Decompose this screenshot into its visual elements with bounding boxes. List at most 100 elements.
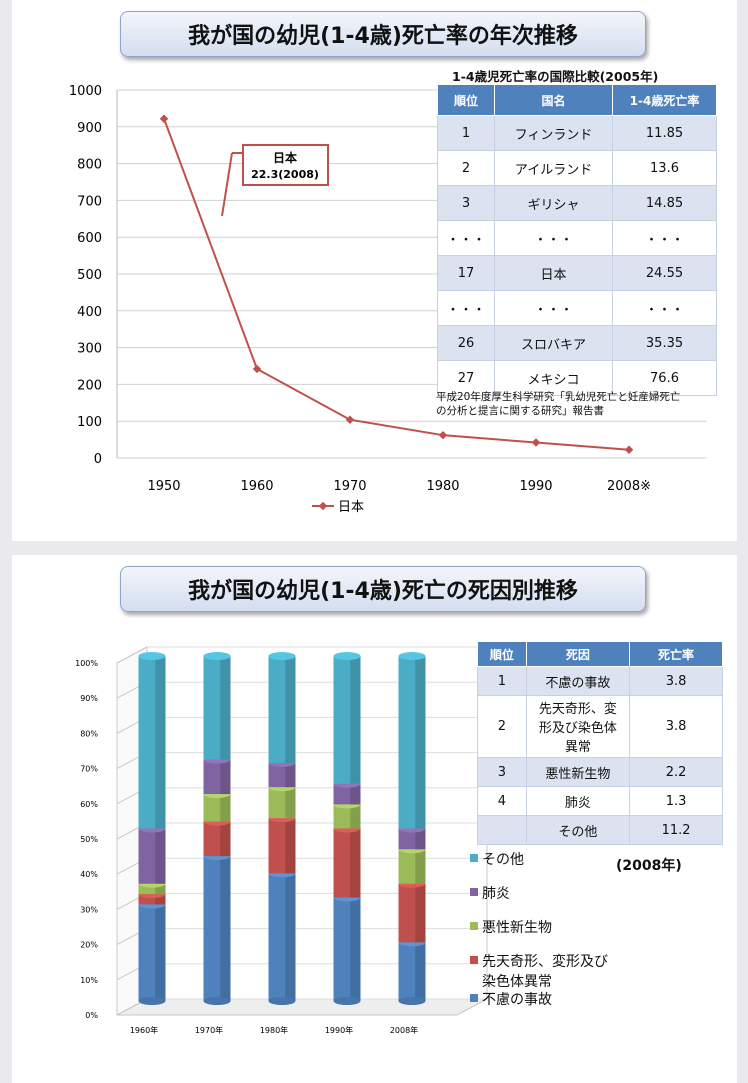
bar-stack-1970年 <box>203 652 231 1005</box>
table-cell: 不慮の事故 <box>525 666 631 696</box>
bar-segment-top <box>203 652 231 661</box>
legend-swatch <box>470 888 478 896</box>
data-point <box>438 430 448 440</box>
series-line-japan <box>163 118 630 451</box>
table-cell: 2 <box>477 695 527 758</box>
table-cell: アイルランド <box>494 150 614 186</box>
table-cell: 11.2 <box>629 815 723 845</box>
panel-title: 我が国の幼児(1-4歳)死亡率の年次推移 <box>120 11 646 57</box>
legend-swatch <box>470 922 478 930</box>
y-tick-label: 80% <box>80 729 98 738</box>
legend-item: 不慮の事故 <box>470 989 552 1009</box>
table-cell: ・・・ <box>436 220 496 256</box>
table-row: 1 不慮の事故 3.8 <box>477 666 723 696</box>
y-tick-label: 50% <box>80 835 98 844</box>
table-header-cell: 死因 <box>525 641 631 667</box>
table-cell: ・・・ <box>612 290 717 326</box>
table-cell: 3 <box>436 185 496 221</box>
y-tick-label: 600 <box>77 231 102 246</box>
data-point <box>531 438 541 447</box>
table-cell: ギリシャ <box>494 185 614 221</box>
bar-segment-top <box>268 652 296 661</box>
table-cell: 35.35 <box>612 325 717 361</box>
y-tick-label: 1000 <box>69 84 102 99</box>
table-cell: スロバキア <box>494 325 614 361</box>
x-tick-label: 2008年 <box>390 1025 418 1035</box>
table-header-cell: 国名 <box>494 84 614 116</box>
table-cell: 11.85 <box>612 115 717 151</box>
table-header-cell: 死亡率 <box>629 641 723 667</box>
legend-item: その他 <box>470 849 524 869</box>
callout-line2: 22.3(2008) <box>251 168 319 181</box>
bar-segment-top <box>398 652 426 661</box>
table-cell: 2 <box>436 150 496 186</box>
bar-stack-2008年 <box>398 652 426 1005</box>
intl-comparison-table: 順位 国名 1-4歳死亡率 1 フィンランド 11.85 2 アイルランド 13.6 3 ギリシャ 1… <box>436 84 717 396</box>
table-row: その他 11.2 <box>477 815 723 845</box>
line-chart-panel: 我が国の幼児(1-4歳)死亡率の年次推移 0 100 200 300 400 500 600… <box>12 0 737 541</box>
table-row: 3 悪性新生物 2.2 <box>477 757 723 787</box>
bar-stack-1990年 <box>333 652 361 1005</box>
x-tick-label: 1950 <box>147 479 180 494</box>
table-row: 26 スロバキア 35.35 <box>436 325 717 361</box>
table-row: 27 メキシコ 76.6 <box>436 360 717 396</box>
table-cell: 1 <box>477 666 527 696</box>
legend-item: 悪性新生物 <box>470 917 552 937</box>
table-cell: その他 <box>525 815 631 845</box>
table-cell: ・・・ <box>436 290 496 326</box>
table-cell: 17 <box>436 255 496 291</box>
table-cell: 13.6 <box>612 150 717 186</box>
table-cell: 先天奇形、変形及び染色体異常 <box>525 695 631 758</box>
table-row: ・・・ ・・・ ・・・ <box>436 220 717 256</box>
x-tick-label: 2008※ <box>607 479 651 494</box>
table-row: 2 アイルランド 13.6 <box>436 150 717 186</box>
y-tick-label: 700 <box>77 194 102 209</box>
floor <box>116 998 488 1016</box>
stacked-bar-chart: 0% 10% 20% 30% 40% 50% 60% 70% 80% 90% 100% 1960年 1… <box>75 646 488 1035</box>
gridline <box>116 646 148 664</box>
table-cell: 27 <box>436 360 496 396</box>
intl-table-title: 1-4歳児死亡率の国際比較(2005年) <box>452 69 659 84</box>
bar-segment <box>138 883 166 895</box>
table-cell: 悪性新生物 <box>525 757 631 787</box>
y-tick-label: 10% <box>80 976 98 985</box>
legend-label: 先天奇形、変形及び染色体異常 <box>482 954 608 990</box>
bar-segment-top <box>138 652 166 661</box>
table-cell <box>477 815 527 845</box>
bar-stack-1980年 <box>268 652 296 1005</box>
x-tick-label: 1980 <box>426 479 459 494</box>
x-tick-label: 1970 <box>333 479 366 494</box>
y-tick-label: 90% <box>80 694 98 703</box>
x-tick-label: 1990年 <box>325 1025 353 1035</box>
table-cell: メキシコ <box>494 360 614 396</box>
table-cell: 26 <box>436 325 496 361</box>
source-note: 平成20年度厚生科学研究「乳幼児死亡と妊産婦死亡 の分析と提言に関する研究」報告… <box>436 390 680 418</box>
data-point <box>252 364 262 374</box>
table-cell: 3 <box>477 757 527 787</box>
legend-item: 先天奇形、変形及び染色体異常 <box>470 951 620 991</box>
y-tick-label: 30% <box>80 905 98 914</box>
table-cell: ・・・ <box>494 290 614 326</box>
source-line-2: の分析と提言に関する研究」報告書 <box>436 405 604 417</box>
table-cell: 3.8 <box>629 695 723 758</box>
callout-pointer <box>221 152 233 217</box>
year-note: (2008年) <box>616 858 682 874</box>
table-row: 2 先天奇形、変形及び染色体異常 3.8 <box>477 695 723 758</box>
table-cell: 14.85 <box>612 185 717 221</box>
table-row: 4 肺炎 1.3 <box>477 786 723 816</box>
data-point <box>345 415 355 424</box>
legend-swatch <box>470 956 478 964</box>
y-tick-label: 60% <box>80 800 98 809</box>
table-cell: 24.55 <box>612 255 717 291</box>
table-row: 17 日本 24.55 <box>436 255 717 291</box>
y-tick-label: 900 <box>77 121 102 136</box>
table-cell: 4 <box>477 786 527 816</box>
legend-label-japan: 日本 <box>338 500 364 515</box>
table-row: ・・・ ・・・ ・・・ <box>436 290 717 326</box>
x-tick-label: 1960 <box>240 479 273 494</box>
table-header-cell: 順位 <box>477 641 527 667</box>
source-line-1: 平成20年度厚生科学研究「乳幼児死亡と妊産婦死亡 <box>436 391 681 403</box>
bar-chart-panel: 我が国の幼児(1-4歳)死亡の死因別推移 0% 10% 20% 30% 40% 50% 60… <box>12 555 737 1083</box>
bar-stack-1960年 <box>138 652 166 1005</box>
legend-label: その他 <box>482 852 524 868</box>
